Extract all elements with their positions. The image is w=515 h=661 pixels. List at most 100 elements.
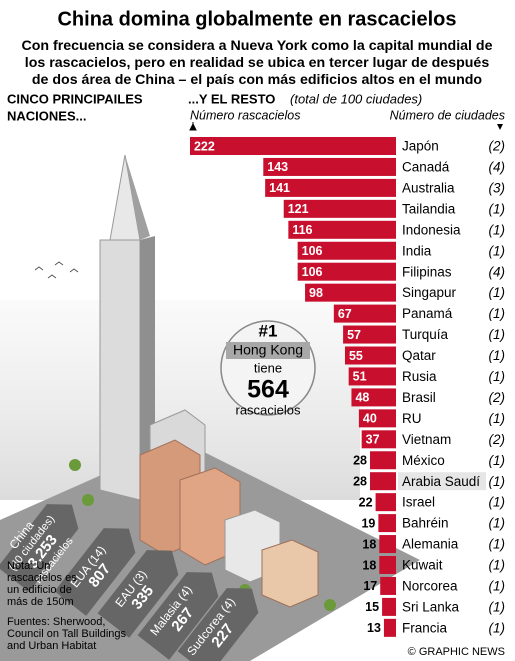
city-count: (3): [489, 180, 506, 195]
city-count: (4): [489, 160, 506, 175]
city-count: (1): [489, 516, 506, 531]
value-label: 67: [338, 307, 352, 321]
value-label: 121: [288, 202, 309, 216]
city-count: (2): [489, 139, 506, 154]
category-label: Norcorea: [402, 579, 458, 594]
bar: [383, 618, 396, 637]
category-label: Filipinas: [402, 264, 452, 279]
value-label: 48: [355, 391, 369, 405]
city-count: (1): [489, 495, 506, 510]
value-label: 28: [353, 454, 367, 468]
city-count: (1): [489, 579, 506, 594]
subtitle: Con frecuencia se considera a Nueva York…: [22, 38, 493, 54]
bar: [333, 304, 396, 323]
value-label: 55: [349, 349, 363, 363]
city-count: (1): [489, 558, 506, 573]
note: un edificio de: [7, 584, 72, 596]
building: [261, 539, 319, 608]
callout-verb: tiene: [254, 360, 282, 375]
subtitle: los rascacielos, pero en realidad se ubi…: [25, 55, 490, 71]
tree: [69, 459, 81, 471]
category-label: Arabia Saudí: [402, 474, 480, 489]
note: Nota: Un: [7, 560, 50, 572]
arrow: [497, 124, 503, 130]
bar: [380, 576, 396, 595]
bars-label: Número rascacielos: [190, 108, 300, 122]
sources: Council on Tall Buildings: [7, 628, 127, 640]
value-label: 98: [309, 286, 323, 300]
value-label: 13: [367, 621, 381, 635]
cities-label: Número de ciudades: [390, 108, 505, 122]
bar: [348, 367, 396, 386]
note: más de 150m: [7, 596, 74, 608]
category-label: Japón: [402, 139, 439, 154]
city-count: (1): [489, 285, 506, 300]
bar: [297, 262, 396, 281]
callout-value: 564: [247, 376, 289, 404]
value-label: 18: [362, 537, 376, 551]
category-label: Singapur: [402, 285, 457, 300]
bar: [375, 493, 396, 512]
value-label: 106: [302, 244, 323, 258]
value-label: 19: [361, 516, 375, 530]
city-count: (1): [489, 453, 506, 468]
bar: [343, 325, 396, 344]
bar: [351, 388, 396, 407]
city-count: (1): [489, 537, 506, 552]
category-label: Australia: [402, 180, 455, 195]
category-label: Brasil: [402, 390, 436, 405]
callout-city: Hong Kong: [233, 342, 303, 358]
city-count: (1): [489, 327, 506, 342]
category-label: México: [402, 453, 445, 468]
city-count: (1): [489, 243, 506, 258]
credit: © GRAPHIC NEWS: [408, 646, 505, 658]
category-label: Canadá: [402, 160, 450, 175]
spire-side: [125, 155, 150, 240]
city-count: (1): [489, 411, 506, 426]
bar: [358, 409, 396, 428]
bar: [265, 178, 396, 197]
bar: [288, 220, 396, 239]
row-highlight: [398, 472, 486, 491]
value-label: 22: [359, 495, 373, 509]
bar: [382, 597, 396, 616]
banner-shape: [177, 588, 259, 661]
value-label: 106: [302, 265, 323, 279]
value-label: 15: [365, 600, 379, 614]
category-label: Alemania: [402, 537, 459, 552]
city-count: (2): [489, 432, 506, 447]
callout-unit: rascacielos: [235, 402, 301, 417]
value-label: 141: [269, 181, 290, 195]
city-count: (2): [489, 390, 506, 405]
bar: [378, 514, 396, 533]
value-label: 222: [194, 139, 215, 153]
category-label: Qatar: [402, 348, 436, 363]
value-label: 28: [353, 474, 367, 488]
value-label: 37: [366, 433, 380, 447]
tree: [82, 494, 94, 506]
city-count: (1): [489, 348, 506, 363]
banner-shape: [0, 504, 79, 592]
arrow: [189, 122, 197, 131]
bar: [370, 472, 396, 491]
bar: [189, 137, 396, 155]
city-count: (1): [489, 222, 506, 237]
category-label: Turquía: [402, 327, 449, 342]
left-heading: CINCO PRINCIPAILES: [7, 91, 143, 106]
category-label: Vietnam: [402, 432, 451, 447]
category-label: India: [402, 243, 432, 258]
bar: [361, 430, 396, 449]
value-label: 143: [267, 160, 288, 174]
city-count: (1): [489, 599, 506, 614]
category-label: Indonesia: [402, 222, 461, 237]
right-heading: ...Y EL RESTO: [188, 91, 275, 106]
category-label: Tailandia: [402, 201, 456, 216]
category-label: RU: [402, 411, 422, 426]
category-label: Panamá: [402, 306, 453, 321]
city-count: (1): [489, 201, 506, 216]
category-label: Israel: [402, 495, 435, 510]
note: rascacielos es: [7, 572, 77, 584]
right-heading-note: (total de 100 ciudades): [290, 91, 422, 106]
